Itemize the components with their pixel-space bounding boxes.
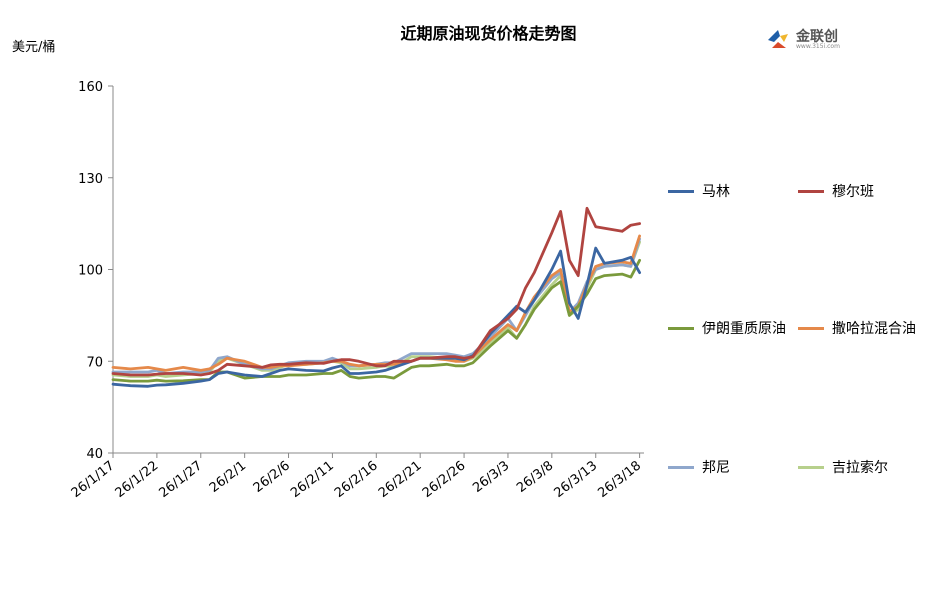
x-tick-label: 26/1/17 <box>69 458 118 501</box>
x-tick-label: 26/2/6 <box>251 458 293 496</box>
legend-item: 伊朗重质原油 <box>668 318 786 338</box>
legend-item: 撒哈拉混合油 <box>798 318 916 338</box>
x-tick-label: 26/3/3 <box>470 458 512 496</box>
legend-label: 邦尼 <box>702 460 730 476</box>
legend-label: 马林 <box>702 184 730 200</box>
legend-item: 吉拉索尔 <box>798 457 888 477</box>
y-axis-unit-label: 美元/桶 <box>12 40 56 55</box>
legend-label: 伊朗重质原油 <box>702 321 786 337</box>
legend-label: 吉拉索尔 <box>832 460 888 476</box>
x-tick-label: 26/1/22 <box>113 458 162 501</box>
legend-item: 马林 <box>668 181 730 201</box>
legend-item: 邦尼 <box>668 457 730 477</box>
series-line-1 <box>111 206 641 377</box>
y-tick-label: 160 <box>78 80 103 95</box>
legend-item: 穆尔班 <box>798 181 874 201</box>
y-tick-label: 40 <box>86 447 103 462</box>
series-line-5 <box>111 240 641 378</box>
chart-title: 近期原油现货价格走势图 <box>400 24 577 43</box>
legend-swatch <box>668 189 694 193</box>
legend-swatch <box>668 465 694 469</box>
x-tick-label: 26/3/18 <box>595 458 644 501</box>
series-line-0 <box>111 246 641 388</box>
legend-swatch <box>798 465 824 469</box>
legend-swatch <box>798 326 824 330</box>
legend-swatch <box>668 326 694 330</box>
y-tick-label: 100 <box>78 264 103 279</box>
x-tick-label: 26/3/8 <box>514 458 556 496</box>
y-tick-label: 130 <box>78 172 103 187</box>
legend-label: 撒哈拉混合油 <box>832 321 916 337</box>
x-tick-label: 26/2/26 <box>420 458 469 501</box>
brand-logo: 金联创 www.315i.com <box>766 26 856 52</box>
logo-url: www.315i.com <box>796 43 840 50</box>
legend-swatch <box>798 189 824 193</box>
y-tick-label: 70 <box>86 355 103 370</box>
x-tick-label: 26/1/27 <box>156 458 205 501</box>
x-tick-label: 26/2/1 <box>207 458 249 496</box>
legend-label: 穆尔班 <box>832 184 874 200</box>
x-tick-label: 26/2/21 <box>376 458 425 501</box>
x-tick-label: 26/3/13 <box>551 458 600 501</box>
logo-name: 金联创 <box>796 29 838 45</box>
x-tick-label: 26/2/16 <box>332 458 381 501</box>
x-tick-label: 26/2/11 <box>288 458 337 501</box>
logo-icon <box>768 30 788 48</box>
